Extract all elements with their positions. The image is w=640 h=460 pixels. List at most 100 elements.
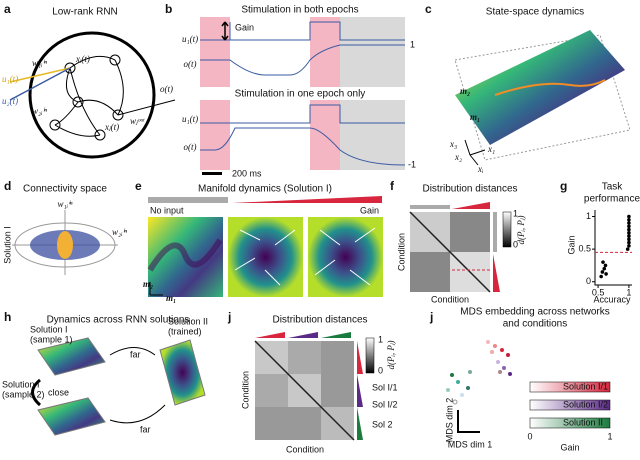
target-label: 1 <box>410 39 415 49</box>
panel-title: Task <box>602 182 624 193</box>
axis-label: o(t) <box>184 142 197 152</box>
point <box>627 221 631 225</box>
point <box>627 240 631 245</box>
axis-label: xᵢ <box>477 164 484 174</box>
legend-label: Solution II <box>563 417 603 427</box>
point <box>627 234 631 238</box>
axis-label: m₂ <box>143 279 153 289</box>
point <box>627 214 631 219</box>
panel-letter: j <box>227 310 231 324</box>
subplot-title: Stimulation in one epoch only <box>235 89 366 100</box>
axis-label: x₁ <box>487 144 495 154</box>
y-tick-label: 0 <box>586 276 591 286</box>
axis-label: Condition <box>431 294 469 304</box>
solution-label: (sample 1) <box>30 334 73 344</box>
heatmap <box>409 202 512 293</box>
axis-label: w₁ᵢⁱⁿ <box>58 199 73 209</box>
point <box>601 260 605 264</box>
colorbar-tick: 1 <box>513 208 518 218</box>
y-tick-label: 0.5 <box>578 244 591 254</box>
panel-letter: e <box>135 179 142 193</box>
axis-label: Condition <box>286 444 324 454</box>
node-label: xⱼ(t) <box>104 122 119 132</box>
colorbar-label: d(Pᵢ, Pⱼ) <box>516 216 526 245</box>
panel-letter: g <box>560 179 567 193</box>
point <box>627 244 631 248</box>
axis-label: MDS dim 1 <box>448 439 493 449</box>
solution-sketches <box>31 337 206 436</box>
axis-label: w₂ᵢⁱⁿ <box>112 227 127 237</box>
annotation: Gain <box>360 205 379 215</box>
heatmap <box>254 332 375 441</box>
point <box>625 247 630 251</box>
point <box>603 263 608 268</box>
panel-letter: f <box>390 179 395 193</box>
point <box>627 217 631 222</box>
panel-letter: d <box>4 179 11 193</box>
target-label: -1 <box>408 159 416 169</box>
rnn-diagram <box>9 31 176 159</box>
panel-title: MDS embedding across networks <box>460 307 610 318</box>
group-label: Sol I/2 <box>372 399 398 409</box>
axis-label: x₂ <box>454 152 462 162</box>
colorbar-tick: 0 <box>513 239 518 249</box>
solution-label: Solution II <box>168 316 208 326</box>
panel-title: Low-rank RNN <box>52 7 118 18</box>
x-tick-label: 1 <box>626 287 631 297</box>
gain-ramp <box>232 196 382 203</box>
solution-label: Solution I <box>2 226 12 264</box>
axis-label: o(t) <box>184 59 197 69</box>
group-label: Sol 2 <box>372 419 393 429</box>
annotation: far <box>130 349 141 359</box>
axis-label: u₁(t) <box>182 34 198 44</box>
axis-label: x₃ <box>449 139 457 149</box>
axis-label: u₁(t) <box>182 114 198 124</box>
annotation: far <box>140 424 151 434</box>
annotation: close <box>48 387 69 397</box>
point <box>627 227 631 232</box>
state-space <box>454 30 631 166</box>
point <box>599 274 603 279</box>
legend-label: Solution I/2 <box>563 399 608 409</box>
panel-letter: h <box>4 310 11 324</box>
panel-title: Connectivity space <box>23 184 107 195</box>
axis-label: Gain <box>566 235 576 254</box>
panel-title: Distribution distances <box>422 184 517 195</box>
panel-title: Dynamics across RNN solutions <box>47 315 190 326</box>
weight-label: wⱼᵒᵘᵗ <box>130 116 145 126</box>
axis-label: Accuracy <box>593 294 631 304</box>
weight-label: w₁ᵢⁱⁿ <box>32 58 47 68</box>
panel-title: Manifold dynamics (Solution I) <box>198 184 332 195</box>
panel-title: State-space dynamics <box>486 7 584 18</box>
x-tick-label: 0.5 <box>592 287 605 297</box>
panel-title: Distribution distances <box>272 315 367 326</box>
output-label: o(t) <box>160 84 173 94</box>
point <box>627 237 631 242</box>
point <box>600 270 605 274</box>
input-label: u₂(t) <box>2 96 18 106</box>
axis-label: m₁ <box>470 112 480 122</box>
point <box>602 266 607 271</box>
legend-label: Solution I/1 <box>563 381 608 391</box>
panel-title: performance <box>584 194 640 205</box>
connectivity-scatter <box>12 210 118 275</box>
solution-label: Solution I <box>2 379 40 389</box>
solution-label: (sample 2) <box>2 389 45 399</box>
annotation: No input <box>150 205 184 215</box>
point <box>627 224 631 229</box>
colorbar-label: d(Pᵢ, Pⱼ) <box>386 341 396 370</box>
subplot-title: Stimulation in both epochs <box>241 5 358 16</box>
no-input-bar <box>148 197 228 203</box>
solution-label: (trained) <box>168 326 202 336</box>
y-tick-label: 1 <box>586 211 591 221</box>
group-label: Sol I/1 <box>372 382 398 392</box>
mds-points <box>446 340 611 433</box>
point <box>627 231 631 235</box>
colorbar-label: Gain <box>560 442 579 452</box>
panel-letter: c <box>425 2 432 16</box>
panel-letter: a <box>4 2 11 16</box>
input-label: u₁(t) <box>2 74 18 84</box>
scatter-plot: 00.510.5 1 <box>578 210 632 297</box>
axis-label: m₂ <box>460 86 470 96</box>
